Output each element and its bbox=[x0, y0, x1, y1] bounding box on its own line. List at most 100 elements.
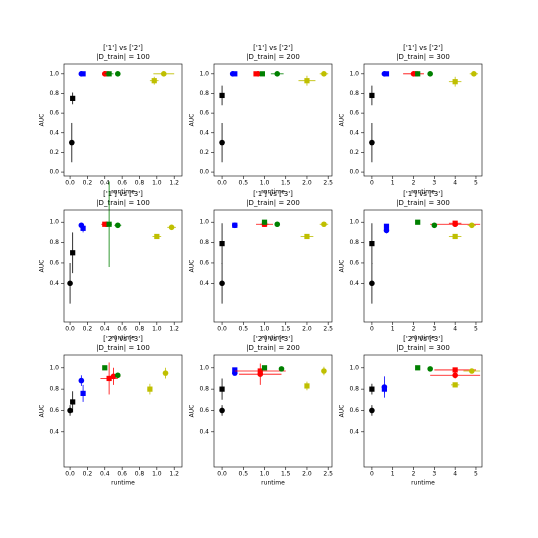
axes-frame bbox=[213, 63, 333, 177]
y-tick-label: 0.8 bbox=[199, 90, 209, 97]
x-tick-label: 2.0 bbox=[302, 180, 312, 187]
x-tick-label: 3 bbox=[432, 471, 436, 478]
y-axis-label: AUC bbox=[39, 114, 46, 127]
y-tick-label: 0.8 bbox=[49, 90, 59, 97]
y-axis-label: AUC bbox=[339, 114, 346, 127]
point bbox=[70, 399, 76, 405]
point bbox=[219, 280, 225, 287]
x-tick-label: 4 bbox=[453, 180, 457, 187]
axes-frame bbox=[63, 354, 183, 468]
x-tick-label: 0.0 bbox=[65, 471, 75, 478]
point bbox=[219, 139, 225, 146]
point bbox=[67, 280, 73, 287]
y-tick-label: 0.6 bbox=[349, 407, 359, 414]
axes-frame bbox=[63, 63, 183, 177]
y-tick-label: 1.0 bbox=[199, 364, 209, 371]
x-tick-label: 1.0 bbox=[152, 326, 162, 333]
x-tick-label: 2 bbox=[412, 471, 416, 478]
point bbox=[278, 366, 285, 372]
y-tick-label: 0.6 bbox=[199, 259, 209, 266]
point bbox=[219, 241, 225, 247]
point bbox=[415, 71, 421, 77]
x-tick-label: 0 bbox=[370, 326, 374, 333]
point bbox=[67, 407, 73, 414]
point bbox=[383, 227, 390, 234]
x-tick-label: 0.8 bbox=[135, 180, 145, 187]
point bbox=[452, 79, 458, 85]
point bbox=[102, 221, 108, 227]
x-tick-label: 1 bbox=[391, 326, 395, 333]
x-tick-label: 0.4 bbox=[100, 326, 110, 333]
y-tick-label: 0.2 bbox=[49, 149, 59, 156]
chart-title: ['2'] vs ['3'] bbox=[103, 335, 143, 343]
y-axis-label: AUC bbox=[339, 260, 346, 273]
y-axis-label: AUC bbox=[39, 260, 46, 273]
point bbox=[452, 220, 458, 226]
point bbox=[80, 225, 86, 231]
x-tick-label: 3 bbox=[432, 180, 436, 187]
point bbox=[160, 71, 167, 77]
y-tick-label: 1.0 bbox=[349, 364, 359, 371]
point bbox=[162, 370, 169, 376]
point bbox=[257, 368, 263, 374]
x-tick-label: 0.8 bbox=[135, 471, 145, 478]
x-tick-label: 2.5 bbox=[323, 471, 333, 478]
point bbox=[261, 365, 268, 371]
y-tick-label: 0.4 bbox=[349, 129, 359, 136]
point bbox=[321, 368, 327, 374]
x-tick-label: 1.2 bbox=[169, 326, 179, 333]
point bbox=[415, 219, 421, 225]
y-tick-label: 1.0 bbox=[199, 219, 209, 226]
chart-subtitle: |D_train| = 200 bbox=[246, 344, 300, 352]
point bbox=[321, 71, 327, 77]
point bbox=[369, 92, 375, 99]
y-tick-label: 0.4 bbox=[349, 428, 359, 435]
y-tick-label: 0.4 bbox=[199, 280, 209, 287]
point bbox=[219, 92, 225, 99]
point bbox=[114, 222, 121, 229]
x-tick-label: 2.5 bbox=[323, 326, 333, 333]
y-axis-label: AUC bbox=[189, 114, 196, 127]
point bbox=[321, 221, 327, 228]
point bbox=[274, 71, 281, 77]
point bbox=[431, 222, 438, 229]
x-tick-label: 2 bbox=[412, 326, 416, 333]
point bbox=[304, 233, 310, 240]
chart-title: ['1'] vs ['3'] bbox=[253, 190, 293, 198]
point bbox=[232, 222, 238, 228]
x-tick-label: 0.5 bbox=[239, 180, 249, 187]
chart-title: ['1'] vs ['2'] bbox=[403, 44, 443, 52]
point bbox=[469, 368, 475, 374]
chart-subtitle: |D_train| = 100 bbox=[96, 344, 150, 352]
x-tick-label: 0.5 bbox=[239, 326, 249, 333]
point bbox=[106, 221, 112, 227]
chart-title: ['1'] vs ['2'] bbox=[103, 44, 143, 52]
y-tick-label: 0.8 bbox=[349, 90, 359, 97]
y-tick-label: 1.0 bbox=[199, 70, 209, 77]
x-tick-label: 4 bbox=[453, 326, 457, 333]
chart-subtitle: |D_train| = 300 bbox=[396, 53, 450, 61]
y-tick-label: 0.2 bbox=[199, 149, 209, 156]
axes-frame bbox=[363, 209, 483, 323]
y-tick-label: 0.4 bbox=[49, 129, 59, 136]
point bbox=[381, 386, 387, 392]
y-axis-label: AUC bbox=[189, 405, 196, 418]
x-tick-label: 0.6 bbox=[117, 180, 127, 187]
x-tick-label: 0.0 bbox=[217, 471, 227, 478]
chart-title: ['2'] vs ['3'] bbox=[403, 335, 443, 343]
chart-subtitle: |D_train| = 100 bbox=[96, 199, 150, 207]
x-axis-label: runtime bbox=[411, 480, 435, 487]
y-tick-label: 0.6 bbox=[349, 110, 359, 117]
chart-subtitle: |D_train| = 100 bbox=[96, 53, 150, 61]
point bbox=[70, 250, 76, 256]
axes-frame bbox=[363, 354, 483, 468]
point bbox=[452, 233, 458, 240]
point bbox=[253, 71, 259, 77]
y-tick-label: 0.4 bbox=[199, 428, 209, 435]
chart-title: ['2'] vs ['3'] bbox=[253, 335, 293, 343]
point bbox=[304, 78, 310, 84]
x-tick-label: 0.4 bbox=[100, 180, 110, 187]
x-axis-label: runtime bbox=[111, 480, 135, 487]
x-axis-label: runtime bbox=[261, 335, 285, 342]
